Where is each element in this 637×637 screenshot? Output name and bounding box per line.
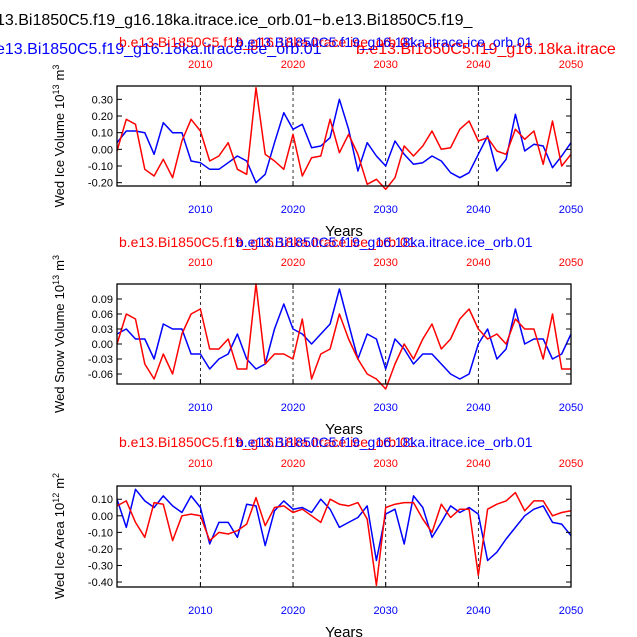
chart-snow: b.e13.Bi1850C5.f19_g16.18ka.itrace.ice_o… [51, 234, 583, 438]
x-tick-label-bottom: 2030 [373, 204, 397, 216]
series-line-red [116, 86, 572, 191]
chart-panels: b.e13.Bi1850C5.f19_g16.18ka.itrace.ice_o… [51, 34, 583, 637]
y-axis-title-unit-base: 10 [52, 503, 67, 517]
series-line-blue [116, 288, 572, 380]
x-tick-label-top: 2020 [281, 257, 305, 269]
x-tick-label-bottom: 2050 [559, 605, 583, 617]
chart-area: b.e13.Bi1850C5.f19_g16.18ka.itrace.ice_o… [51, 434, 583, 637]
x-tick-label-bottom: 2020 [281, 204, 305, 216]
plot-frame [116, 485, 572, 588]
y-tick-label: -0.10 [88, 161, 113, 173]
y-tick-label: 0.30 [92, 94, 113, 106]
y-tick-label: 0.10 [92, 494, 113, 506]
x-tick-label-bottom: 2050 [559, 204, 583, 216]
x-tick-label-top: 2050 [559, 458, 583, 470]
run-label-red: b.e13.Bi1850C5.f19_g16.18ka.itrace.ice_o… [119, 234, 416, 250]
y-axis-title-unit-tail: m [52, 70, 67, 81]
y-tick-label: -0.03 [88, 354, 113, 366]
x-tick-label-bottom: 2030 [373, 605, 397, 617]
y-tick-label: -0.06 [88, 369, 113, 381]
chart-volume: b.e13.Bi1850C5.f19_g16.18ka.itrace.ice_o… [51, 34, 583, 240]
y-tick-label: -0.30 [88, 560, 113, 572]
y-tick-label: 0.00 [92, 511, 113, 523]
y-axis-title-unit-base: 10 [52, 94, 67, 108]
series-line-blue [116, 488, 572, 562]
main-title-red: b.e13.Bi1850C5.f19_g16.18ka.itrace [356, 41, 616, 58]
x-tick-label-top: 2010 [188, 59, 212, 71]
x-axis-title: Years [325, 421, 363, 438]
y-axis-title-ylabel: Wed Ice Area [52, 521, 67, 600]
series-line-blue [116, 98, 572, 184]
x-tick-label-bottom: 2030 [373, 402, 397, 414]
x-tick-label-top: 2040 [466, 458, 490, 470]
y-axis-title-ylabel: Wed Snow Volume [52, 303, 67, 413]
y-axis-title-unit-base: 10 [52, 285, 67, 299]
y-tick-label: -0.20 [88, 544, 113, 556]
x-tick-label-top: 2050 [559, 257, 583, 269]
y-axis-title-ylabel: Wed Ice Volume [52, 113, 67, 207]
x-axis-title: Years [325, 624, 363, 637]
x-tick-label-top: 2030 [373, 257, 397, 269]
y-axis-title: Wed Ice Area 1012 m2 [51, 473, 67, 599]
y-axis-title-unit-tail: m [52, 260, 67, 271]
x-tick-label-bottom: 2010 [188, 605, 212, 617]
main-title-blue: e13.Bi1850C5.f19_g16.18ka.itrace.ice_orb… [0, 41, 322, 58]
x-tick-label-bottom: 2020 [281, 605, 305, 617]
y-tick-label: 0.06 [92, 309, 113, 321]
y-axis-title-unit-tail-exp: 3 [51, 255, 61, 260]
plot-frame [116, 85, 572, 187]
x-tick-label-bottom: 2040 [466, 204, 490, 216]
y-axis-title: Wed Ice Volume 1013 m3 [51, 65, 67, 208]
y-tick-label: -0.40 [88, 577, 113, 589]
x-tick-label-top: 2040 [466, 59, 490, 71]
run-label-blue: b.e13.Bi1850C5.f19_g16.18ka.itrace.ice_o… [236, 434, 533, 450]
main-title-black: 13.Bi1850C5.f19_g16.18ka.itrace.ice_orb.… [0, 12, 473, 29]
plot-frame [116, 283, 572, 385]
y-axis-title-unit-exp: 13 [51, 84, 61, 94]
y-axis-title-unit-exp: 12 [51, 493, 61, 503]
y-tick-label: 0.00 [92, 339, 113, 351]
y-axis-title-unit-tail-exp: 3 [51, 65, 61, 70]
y-axis-title-unit-tail: m [52, 478, 67, 489]
x-tick-label-top: 2030 [373, 458, 397, 470]
y-axis-title: Wed Snow Volume 1013 m3 [51, 255, 67, 413]
x-tick-label-top: 2010 [188, 458, 212, 470]
x-tick-label-bottom: 2040 [466, 402, 490, 414]
y-tick-label: 0.09 [92, 294, 113, 306]
y-axis-title-unit-tail-exp: 2 [51, 473, 61, 478]
run-label-red: b.e13.Bi1850C5.f19_g16.18ka.itrace.ice_o… [119, 434, 416, 450]
x-tick-label-bottom: 2010 [188, 204, 212, 216]
series-line-red [116, 491, 572, 587]
y-tick-label: -0.10 [88, 527, 113, 539]
run-label-blue: b.e13.Bi1850C5.f19_g16.18ka.itrace.ice_o… [236, 234, 533, 250]
y-axis-title-unit-exp: 13 [51, 275, 61, 285]
y-tick-label: 0.03 [92, 324, 113, 336]
y-tick-label: -0.20 [88, 178, 113, 190]
x-tick-label-top: 2010 [188, 257, 212, 269]
series-line-red [116, 283, 571, 390]
x-tick-label-bottom: 2040 [466, 605, 490, 617]
y-tick-label: 0.20 [92, 111, 113, 123]
x-tick-label-bottom: 2050 [559, 402, 583, 414]
x-tick-label-top: 2050 [559, 59, 583, 71]
x-tick-label-bottom: 2020 [281, 402, 305, 414]
y-tick-label: 0.10 [92, 128, 113, 140]
x-tick-label-top: 2020 [281, 59, 305, 71]
x-tick-label-top: 2040 [466, 257, 490, 269]
run-label-blue: b.e13.Bi1850C5.f19_g16.18ka.itrace.ice_o… [236, 34, 533, 50]
x-tick-label-top: 2030 [373, 59, 397, 71]
x-axis-title: Years [325, 223, 363, 240]
x-tick-label-top: 2020 [281, 458, 305, 470]
run-label-red: b.e13.Bi1850C5.f19_g16.18ka.itrace.ice_o… [119, 34, 416, 50]
y-tick-label: 0.00 [92, 144, 113, 156]
x-tick-label-bottom: 2010 [188, 402, 212, 414]
